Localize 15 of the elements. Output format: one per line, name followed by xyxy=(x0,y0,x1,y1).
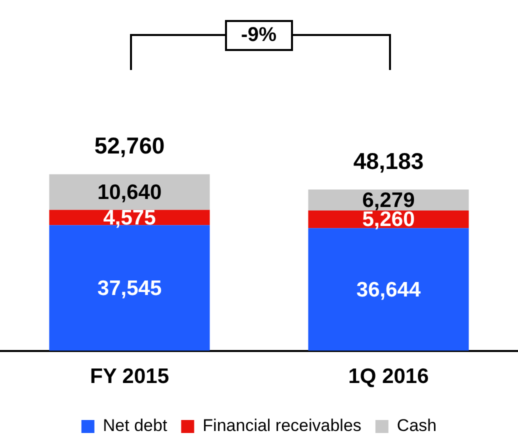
total-label: 52,760 xyxy=(94,132,165,159)
legend-label: Cash xyxy=(396,416,437,436)
x-tick-label: FY 2015 xyxy=(90,365,170,388)
data-label: 10,640 xyxy=(97,180,162,204)
data-label: 6,279 xyxy=(362,188,415,212)
data-label: 37,545 xyxy=(97,276,162,300)
text: -9% xyxy=(225,20,293,50)
legend-label: Net debt xyxy=(102,416,168,436)
total-label: 48,183 xyxy=(353,148,424,174)
bar xyxy=(308,228,469,351)
legend-label: Financial receivables xyxy=(202,416,362,436)
bar xyxy=(49,174,210,210)
data-label: 36,644 xyxy=(356,278,421,302)
data-label: 4,575 xyxy=(103,206,156,230)
x-tick-label: 1Q 2016 xyxy=(348,365,429,388)
